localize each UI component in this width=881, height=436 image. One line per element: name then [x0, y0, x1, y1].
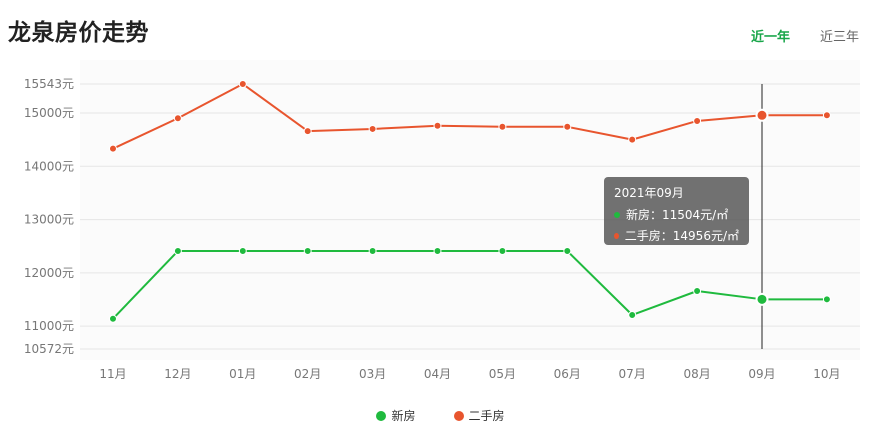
- legend-marker-new: [376, 410, 387, 421]
- x-tick-label: 11月: [99, 367, 126, 381]
- data-point-second: [498, 122, 507, 131]
- y-tick-label: 10572元: [24, 342, 74, 356]
- x-tick-label: 01月: [229, 367, 256, 381]
- series-line-second: [112, 83, 827, 150]
- legend-item-new[interactable]: 新房: [376, 407, 416, 424]
- data-point-second: [628, 135, 637, 144]
- tab-one-year[interactable]: 近一年: [750, 30, 790, 45]
- data-point-new: [109, 314, 117, 323]
- period-tabs: 近一年 近三年: [751, 26, 859, 45]
- legend-label-second: 二手房: [468, 409, 505, 423]
- data-point-new: [173, 247, 182, 256]
- data-point-second: [173, 114, 182, 123]
- x-tick-label: 05月: [489, 367, 516, 381]
- x-tick-label: 03月: [359, 367, 386, 381]
- data-point-new: [628, 310, 637, 319]
- data-point-second: [755, 108, 769, 122]
- y-tick-label: 11000元: [24, 319, 74, 333]
- tooltip-new-value: 新房：11504元/㎡: [626, 208, 729, 222]
- data-point-second: [563, 122, 572, 131]
- x-tick-label: 06月: [554, 367, 581, 381]
- data-point-new: [563, 247, 572, 256]
- tooltip-row-second: 二手房：14956元/㎡: [614, 227, 739, 244]
- y-tick-label: 14000元: [24, 159, 74, 173]
- data-point-second: [238, 80, 247, 88]
- tooltip-second-marker: [614, 232, 619, 239]
- page-title: 龙泉房价走势: [8, 20, 149, 46]
- chart-tooltip: 2021年09月 新房：11504元/㎡ 二手房：14956元/㎡: [604, 177, 749, 245]
- x-tick-label: 08月: [683, 367, 710, 381]
- x-tick-label: 10月: [813, 367, 840, 381]
- tooltip-title: 2021年09月: [614, 186, 684, 200]
- data-point-new: [755, 292, 769, 306]
- data-point-second: [109, 144, 117, 153]
- data-point-second: [368, 124, 377, 133]
- data-point-second: [693, 116, 702, 125]
- data-point-new: [498, 247, 507, 256]
- legend-marker-second: [453, 410, 464, 421]
- data-point-new: [303, 247, 312, 256]
- tooltip-second-value: 二手房：14956元/㎡: [624, 229, 739, 243]
- x-tick-label: 02月: [294, 367, 321, 381]
- tooltip-new-marker: [614, 211, 620, 218]
- legend-label-new: 新房: [391, 409, 416, 423]
- x-tick-label: 07月: [619, 367, 646, 381]
- chart-legend: 新房 二手房: [0, 407, 881, 424]
- tooltip-row-new: 新房：11504元/㎡: [614, 206, 739, 223]
- series-line-new: [112, 250, 827, 320]
- x-tick-label: 12月: [164, 367, 191, 381]
- x-tick-label: 04月: [424, 367, 451, 381]
- y-tick-label: 15543元: [24, 77, 74, 91]
- data-point-second: [822, 111, 831, 120]
- data-point-new: [433, 247, 442, 256]
- data-point-second: [303, 127, 312, 136]
- x-tick-label: 09月: [748, 367, 775, 381]
- tab-three-years[interactable]: 近三年: [819, 30, 859, 45]
- data-point-new: [822, 295, 831, 304]
- legend-item-second[interactable]: 二手房: [453, 407, 505, 424]
- y-tick-label: 12000元: [24, 266, 74, 280]
- data-point-new: [693, 286, 702, 295]
- data-point-second: [433, 121, 442, 130]
- data-point-new: [368, 247, 377, 256]
- y-tick-label: 13000元: [24, 213, 74, 227]
- data-point-new: [238, 247, 247, 256]
- y-tick-label: 15000元: [24, 106, 74, 120]
